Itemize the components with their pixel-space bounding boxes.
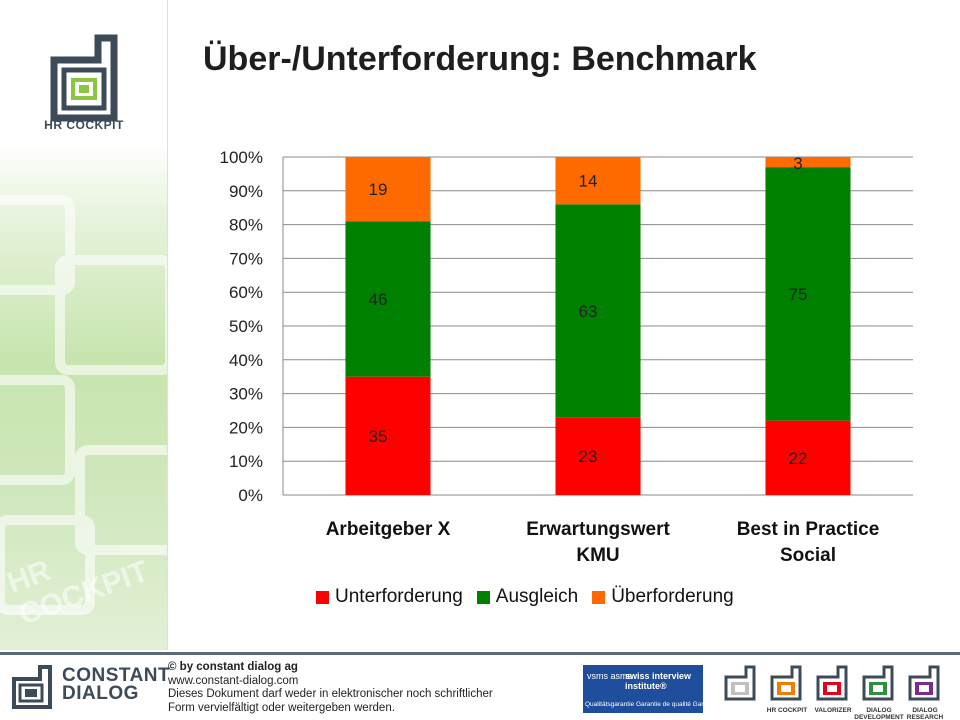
category-label: KMU: [576, 545, 619, 566]
y-tick-label: 60%: [229, 283, 263, 302]
category-label: Social: [780, 545, 836, 566]
data-label: 35: [369, 427, 388, 446]
y-tick-label: 80%: [229, 216, 263, 235]
hr-cockpit-logo: [50, 34, 118, 122]
badge-caption: Qualitätsgarantie Garantie de qualité Ga…: [585, 701, 747, 708]
data-label: 14: [579, 172, 598, 191]
bar-segment: [555, 157, 641, 205]
constant-dialog-logo: [12, 665, 52, 709]
chart-legend: Unterforderung Ausgleich Überforderung: [316, 586, 734, 608]
badge-left-text: vsms asms: [587, 671, 632, 681]
legend-swatch: [592, 590, 606, 604]
y-tick-label: 0%: [238, 486, 263, 505]
data-label: 75: [789, 285, 808, 304]
bar-segment: [345, 221, 431, 377]
bar-segment: [345, 376, 431, 495]
product-logo: [858, 665, 900, 713]
product-label: DIALOG RESEARCH: [906, 707, 944, 720]
legend-item-unterforderung: Unterforderung: [316, 586, 463, 608]
legend-label: Ausgleich: [495, 586, 579, 607]
brand-name: CONSTANT DIALOG: [62, 665, 171, 704]
brand-line-2: DIALOG: [62, 683, 139, 704]
category-label: Best in Practice: [737, 519, 880, 540]
product-logo: [720, 665, 762, 713]
legend-swatch: [316, 590, 329, 604]
copyright-line: © by constant dialog ag: [168, 661, 298, 673]
stacked-bar-chart: 0% 10% 20% 30% 40% 50% 60% 70% 80% 90% 100% 35 46 19…: [220, 148, 913, 566]
data-label: 22: [789, 449, 808, 468]
bar-segment: [765, 167, 851, 421]
data-label: 63: [579, 302, 598, 321]
product-logo: [812, 665, 854, 713]
y-tick-label: 90%: [229, 182, 263, 201]
legend-item-ausgleich: Ausgleich: [476, 586, 579, 608]
website-link[interactable]: www.constant-dialog.com: [168, 674, 299, 687]
legend-label: Unterforderung: [335, 586, 463, 607]
bar-segment: [345, 157, 431, 222]
product-logo: [766, 665, 808, 713]
data-labels: 35 46 19 23 63 14 22 75 3: [369, 154, 808, 468]
data-label: 19: [369, 180, 388, 199]
product-logo: [904, 665, 946, 713]
data-label: 3: [793, 154, 802, 173]
x-axis-categories: Arbeitgeber X Erwartungswert KMU Best in Pr…: [326, 519, 880, 566]
bars: [345, 157, 851, 495]
product-label: HR COCKPIT: [766, 707, 808, 714]
product-label: VALORIZER: [814, 707, 852, 714]
y-tick-label: 100%: [220, 148, 263, 167]
badge-right-text: swiss interview institute®: [625, 671, 692, 691]
y-tick-label: 50%: [229, 317, 263, 336]
category-label: Erwartungswert: [526, 519, 670, 540]
slide-title: Über-/Unterforderung: Benchmark: [203, 40, 757, 78]
brand-line-1: CONSTANT: [62, 665, 171, 686]
bar-segment: [555, 204, 641, 418]
data-label: 23: [579, 447, 598, 466]
legend-label: Überforderung: [611, 586, 734, 607]
logo-text: HR COCKPIT: [44, 118, 124, 132]
legend-swatch: [476, 590, 490, 604]
y-tick-label: 10%: [229, 452, 263, 471]
copyright-line: Dieses Dokument darf weder in elektronis…: [168, 688, 493, 700]
y-tick-label: 40%: [229, 351, 263, 370]
sidebar-pattern: [0, 195, 167, 615]
y-tick-label: 20%: [229, 418, 263, 437]
copyright-notice: © by constant dialog ag www.constant-dia…: [168, 661, 493, 715]
y-tick-label: 30%: [229, 385, 263, 404]
copyright-line: Form vervielfältigt oder weitergeben wer…: [168, 701, 395, 714]
data-label: 46: [369, 290, 388, 309]
y-axis-ticks: 0% 10% 20% 30% 40% 50% 60% 70% 80% 90% 100%: [220, 148, 263, 505]
vsms-quality-badge: vsms asms swiss interview institute® Qua…: [583, 665, 747, 713]
y-tick-label: 70%: [229, 249, 263, 268]
footer: CONSTANT DIALOG © by constant dialog ag …: [0, 652, 960, 720]
bar-segment: [765, 420, 851, 495]
product-label: DIALOG DEVELOPMENT: [854, 707, 904, 720]
bar-segment: [765, 157, 851, 168]
category-label: Arbeitgeber X: [326, 519, 451, 540]
legend-item-ueberforderung: Überforderung: [592, 586, 734, 608]
bar-segment: [555, 417, 641, 495]
